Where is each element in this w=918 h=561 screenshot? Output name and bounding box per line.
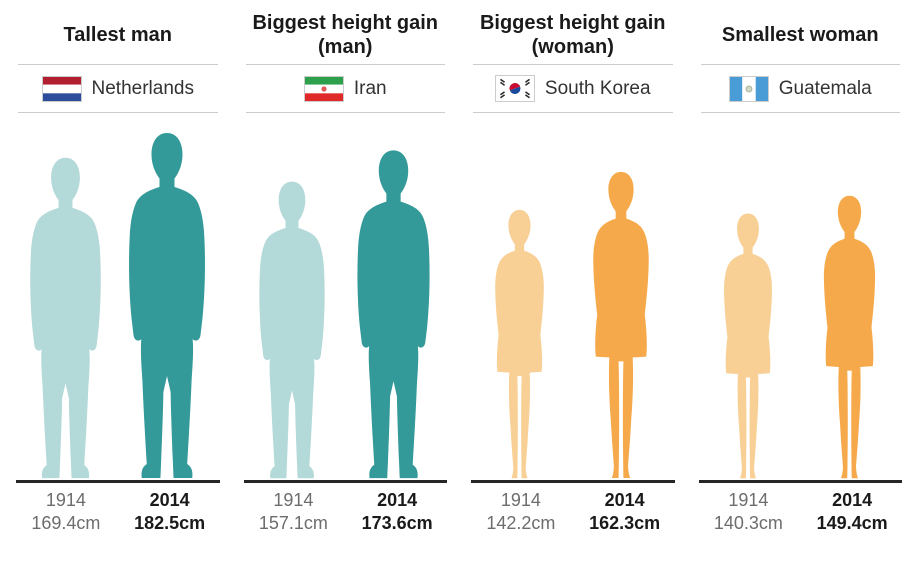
figure-area xyxy=(469,113,677,480)
column-tallest-man: Tallest man Netherlands 1914 169.4c xyxy=(4,6,232,561)
column-title: Biggest height gain (woman) xyxy=(479,12,666,58)
column-title: Biggest height gain (man) xyxy=(252,12,439,58)
country-row: Guatemala xyxy=(697,65,905,112)
divider xyxy=(473,112,673,113)
label-2014: 2014 162.3cm xyxy=(573,489,677,535)
silhouette-woman-1914 xyxy=(724,213,773,479)
divider xyxy=(18,64,218,65)
height-value: 173.6cm xyxy=(361,513,433,533)
height-value: 157.1cm xyxy=(258,513,328,533)
silhouette-man-2014 xyxy=(128,133,205,478)
label-2014: 2014 173.6cm xyxy=(345,489,449,535)
figure-area xyxy=(697,113,905,480)
south-korea-flag-icon xyxy=(494,75,535,102)
figure-area xyxy=(14,113,222,480)
silhouette-man-2014 xyxy=(357,150,430,479)
baseline xyxy=(698,480,902,483)
column-title: Tallest man xyxy=(63,24,173,46)
column-biggest-gain-man: Biggest height gain (man) Iran 191 xyxy=(232,6,460,561)
iran-flag-icon xyxy=(303,75,344,102)
height-value: 149.4cm xyxy=(816,513,888,533)
silhouette-man-1914 xyxy=(259,181,325,479)
divider xyxy=(18,112,218,113)
baseline xyxy=(16,480,220,483)
year-label: 2014 xyxy=(149,490,190,510)
height-value: 162.3cm xyxy=(589,513,661,533)
figure-area xyxy=(242,113,450,480)
country-name: Netherlands xyxy=(91,77,194,99)
silhouette-woman-1914 xyxy=(494,209,544,479)
country-row: Iran xyxy=(242,65,450,112)
divider xyxy=(700,64,900,65)
country-row: Netherlands xyxy=(14,65,222,112)
divider xyxy=(245,112,445,113)
label-1914: 1914 142.2cm xyxy=(469,489,573,535)
country-row: South Korea xyxy=(469,65,677,112)
labels-row: 1914 140.3cm 2014 149.4cm xyxy=(697,483,905,535)
year-label: 1914 xyxy=(500,490,541,510)
labels-row: 1914 142.2cm 2014 162.3cm xyxy=(469,483,677,535)
labels-row: 1914 157.1cm 2014 173.6cm xyxy=(242,483,450,535)
label-2014: 2014 149.4cm xyxy=(800,489,904,535)
divider xyxy=(245,64,445,65)
label-2014: 2014 182.5cm xyxy=(118,489,222,535)
height-value: 140.3cm xyxy=(713,513,783,533)
labels-row: 1914 169.4cm 2014 182.5cm xyxy=(14,483,222,535)
column-smallest-woman: Smallest woman Guatemala 1914 xyxy=(687,6,915,561)
divider xyxy=(700,112,900,113)
label-1914: 1914 140.3cm xyxy=(697,489,801,535)
year-label: 2014 xyxy=(377,490,418,510)
baseline xyxy=(243,480,447,483)
divider xyxy=(473,64,673,65)
column-biggest-gain-woman: Biggest height gain (woman) xyxy=(459,6,687,561)
column-title: Smallest woman xyxy=(721,24,879,46)
label-1914: 1914 157.1cm xyxy=(242,489,346,535)
country-name: South Korea xyxy=(544,77,651,99)
year-label: 1914 xyxy=(728,490,769,510)
baseline xyxy=(471,480,675,483)
height-value: 142.2cm xyxy=(486,513,556,533)
year-label: 2014 xyxy=(832,490,873,510)
silhouette-woman-2014 xyxy=(824,195,876,479)
netherlands-flag-icon xyxy=(41,75,82,102)
guatemala-flag-icon xyxy=(728,75,769,102)
label-1914: 1914 169.4cm xyxy=(14,489,118,535)
height-value: 182.5cm xyxy=(134,513,206,533)
year-label: 1914 xyxy=(273,490,314,510)
silhouette-man-1914 xyxy=(29,157,101,479)
year-label: 2014 xyxy=(604,490,645,510)
height-value: 169.4cm xyxy=(31,513,101,533)
silhouette-woman-2014 xyxy=(593,171,649,479)
year-label: 1914 xyxy=(45,490,86,510)
country-name: Guatemala xyxy=(778,77,872,99)
country-name: Iran xyxy=(353,77,387,99)
